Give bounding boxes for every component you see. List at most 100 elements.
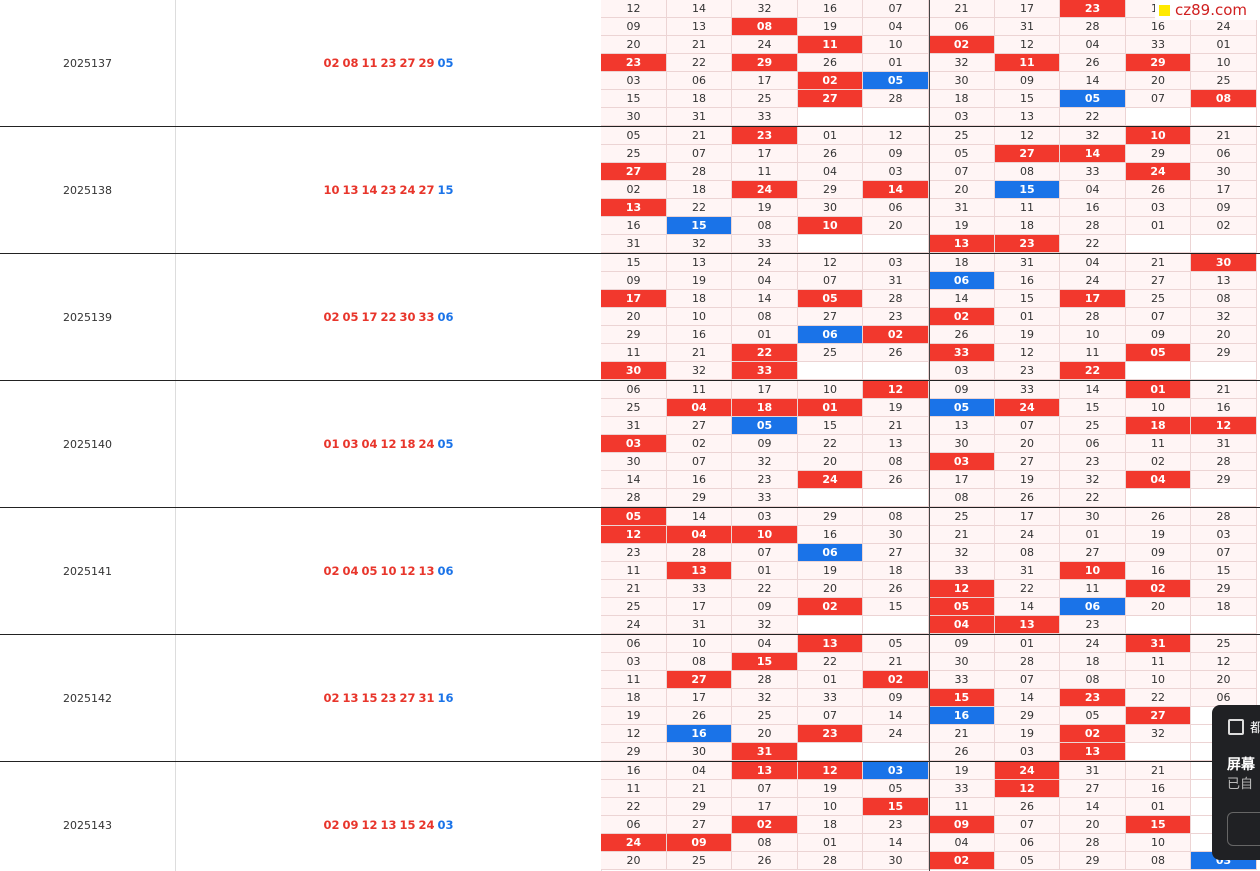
red-ball: 03 <box>342 437 359 451</box>
number-cell: 28 <box>863 290 929 308</box>
number-cell: 18 <box>798 816 863 834</box>
number-cell: 21 <box>929 0 995 18</box>
number-cell: 17 <box>1060 290 1126 308</box>
number-cell: 11 <box>601 344 667 362</box>
popup-title: 都 <box>1250 721 1260 736</box>
number-cell: 32 <box>732 616 798 634</box>
number-cell: 15 <box>667 217 732 235</box>
number-cell: 28 <box>1191 453 1257 471</box>
number-cell: 33 <box>667 580 732 598</box>
number-cell: 31 <box>995 254 1060 272</box>
number-cell: 06 <box>863 199 929 217</box>
number-cell <box>863 362 929 380</box>
number-cell: 07 <box>1126 308 1191 326</box>
number-cell: 04 <box>1060 254 1126 272</box>
number-cell: 02 <box>601 181 667 199</box>
number-cell: 14 <box>863 707 929 725</box>
issue-row: 2025143 02 09 12 13 15 24 03 16 04 13 12 03 19 24 31 21 1… <box>0 762 1260 871</box>
number-cell: 28 <box>667 544 732 562</box>
number-cell: 09 <box>667 834 732 852</box>
number-cell: 29 <box>798 181 863 199</box>
number-cell: 07 <box>798 272 863 290</box>
red-ball: 01 <box>323 437 340 451</box>
notification-popup[interactable]: 都 屏幕 已自 <box>1212 705 1260 860</box>
number-cell: 20 <box>995 435 1060 453</box>
red-ball: 23 <box>380 56 397 70</box>
number-cell: 01 <box>995 308 1060 326</box>
blue-ball: 16 <box>437 691 454 705</box>
number-cell: 10 <box>1126 671 1191 689</box>
watermark-text: cz89.com <box>1175 1 1248 19</box>
number-cell: 14 <box>1060 145 1126 163</box>
number-cell: 29 <box>732 54 798 72</box>
number-cell: 21 <box>1126 762 1191 780</box>
red-ball: 10 <box>380 564 397 578</box>
number-cell: 18 <box>1191 598 1257 616</box>
number-cell: 24 <box>732 36 798 54</box>
number-cell: 32 <box>1191 308 1257 326</box>
number-cell: 22 <box>732 580 798 598</box>
number-cell: 12 <box>798 762 863 780</box>
number-cell: 29 <box>667 489 732 507</box>
number-cell: 05 <box>929 598 995 616</box>
red-ball: 12 <box>380 437 397 451</box>
number-cell: 26 <box>1126 508 1191 526</box>
red-ball: 08 <box>342 56 359 70</box>
number-cell: 27 <box>667 671 732 689</box>
number-cell: 07 <box>798 707 863 725</box>
number-cell: 01 <box>798 127 863 145</box>
number-cell: 33 <box>798 689 863 707</box>
number-cell <box>1126 616 1191 634</box>
number-cell: 11 <box>601 671 667 689</box>
number-cell: 19 <box>1126 526 1191 544</box>
red-ball: 02 <box>323 564 340 578</box>
number-cell: 24 <box>1060 635 1126 653</box>
number-cell: 05 <box>601 508 667 526</box>
number-cell: 22 <box>1126 689 1191 707</box>
red-ball: 10 <box>323 183 340 197</box>
number-cell: 21 <box>667 344 732 362</box>
number-cell: 18 <box>667 181 732 199</box>
number-cell: 18 <box>667 90 732 108</box>
red-ball: 13 <box>342 691 359 705</box>
blue-ball: 05 <box>437 437 454 451</box>
number-cell: 28 <box>863 90 929 108</box>
blue-ball: 05 <box>437 56 454 70</box>
issue-row: 2025138 10 13 14 23 24 27 15 05 21 23 01 12 25 12 32 10 2… <box>0 127 1260 254</box>
number-cell: 24 <box>1126 163 1191 181</box>
popup-button[interactable] <box>1227 812 1260 846</box>
number-cell: 11 <box>1060 344 1126 362</box>
number-cell: 03 <box>601 653 667 671</box>
issue-number: 2025138 <box>0 127 176 253</box>
red-ball: 27 <box>418 183 435 197</box>
number-cell: 29 <box>1191 471 1257 489</box>
number-cell: 02 <box>1060 725 1126 743</box>
number-cell: 27 <box>863 544 929 562</box>
number-cell: 08 <box>667 653 732 671</box>
number-cell: 05 <box>863 780 929 798</box>
number-cell: 08 <box>1126 852 1191 870</box>
number-cell: 27 <box>1060 544 1126 562</box>
number-cell: 25 <box>929 508 995 526</box>
number-cell: 27 <box>798 308 863 326</box>
number-cell: 13 <box>667 562 732 580</box>
number-cell: 23 <box>732 127 798 145</box>
number-cell: 08 <box>732 18 798 36</box>
number-cell: 12 <box>601 725 667 743</box>
number-cell: 32 <box>1126 725 1191 743</box>
number-cell: 12 <box>601 526 667 544</box>
number-cell: 19 <box>995 471 1060 489</box>
number-cell: 29 <box>1191 580 1257 598</box>
number-cell: 25 <box>798 344 863 362</box>
number-cell: 02 <box>798 72 863 90</box>
number-cell: 05 <box>1060 707 1126 725</box>
number-cell: 28 <box>1060 18 1126 36</box>
number-cell: 09 <box>601 18 667 36</box>
red-ball: 22 <box>380 310 397 324</box>
number-cell: 03 <box>863 762 929 780</box>
issue-row: 2025137020811232729051214321607211723192… <box>0 0 1260 127</box>
number-cell: 25 <box>732 707 798 725</box>
number-cell: 18 <box>929 254 995 272</box>
number-cell: 05 <box>798 290 863 308</box>
number-cell: 13 <box>798 635 863 653</box>
